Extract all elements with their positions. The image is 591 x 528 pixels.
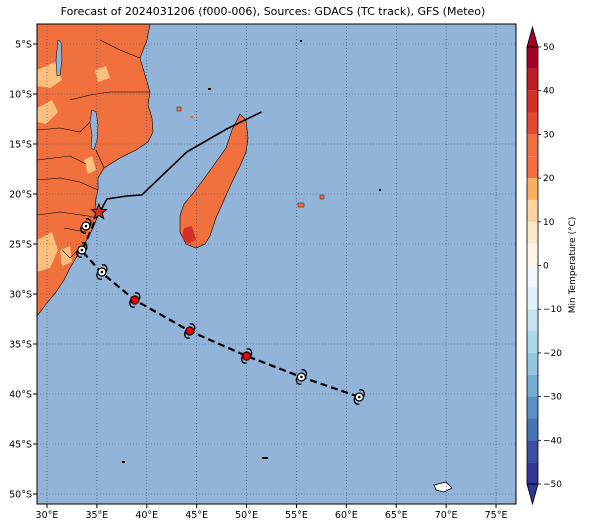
colorbar-band bbox=[527, 47, 538, 69]
lat-tick-label: 15°S bbox=[9, 140, 32, 151]
colorbar-band bbox=[527, 287, 538, 310]
cyclone-symbol-icon bbox=[96, 264, 108, 280]
colorbar-tick-label: 20 bbox=[543, 174, 555, 184]
country-borders bbox=[37, 39, 150, 259]
madagascar-hot-region bbox=[182, 226, 196, 244]
colorbar-band bbox=[527, 221, 538, 244]
colorbar-band bbox=[527, 440, 538, 463]
lon-tick-label: 40°E bbox=[135, 510, 158, 521]
colorbar-tick-label: 0 bbox=[543, 262, 549, 272]
highland-patch bbox=[84, 156, 96, 174]
forecast-track-line bbox=[80, 211, 360, 399]
lat-tick-label: 40°S bbox=[9, 390, 32, 401]
lake-malawi bbox=[89, 109, 99, 151]
lat-tick-label: 10°S bbox=[9, 90, 32, 101]
cyclone-symbol-icon bbox=[76, 242, 88, 258]
colorbar-band bbox=[527, 265, 538, 288]
lon-tick-label: 50°E bbox=[235, 510, 258, 521]
colorbar-band bbox=[527, 418, 538, 441]
colorbar-band bbox=[527, 462, 538, 484]
colorbar-band bbox=[527, 156, 538, 179]
highland-patch bbox=[37, 232, 58, 272]
lon-tick-label: 70°E bbox=[435, 510, 458, 521]
colorbar-min-extension bbox=[526, 483, 539, 506]
island bbox=[176, 106, 182, 112]
lon-tick-label: 75°E bbox=[485, 510, 508, 521]
highland-patch bbox=[37, 100, 58, 124]
lat-tick-label: 35°S bbox=[9, 340, 32, 351]
colorbar-tick-label: 10 bbox=[543, 218, 555, 228]
colorbar-tick-label: 30 bbox=[543, 130, 555, 140]
current-position-star-icon bbox=[90, 202, 108, 220]
island bbox=[190, 116, 193, 118]
lon-tick-label: 45°E bbox=[185, 510, 208, 521]
lon-tick-label: 60°E bbox=[335, 510, 358, 521]
lat-tick-label: 30°S bbox=[9, 290, 32, 301]
lake-tanganyika bbox=[55, 39, 63, 77]
lat-tick-label: 25°S bbox=[9, 240, 32, 251]
map-axes: 5°S 10°S 15°S 20°S 25°S 30°S 35°S 40°S 45°S 50°S 3… bbox=[9, 40, 507, 522]
island bbox=[300, 40, 302, 42]
colorbar-band bbox=[527, 134, 538, 157]
colorbar-band bbox=[527, 90, 538, 113]
past-track-line bbox=[99, 111, 262, 213]
cyclone-symbol-icon bbox=[80, 218, 92, 234]
temperature-colorbar: 50 40 30 20 10 0 −10 −20 −30 −40 −50 bbox=[526, 25, 562, 506]
colorbar-tick-label: 40 bbox=[543, 87, 555, 97]
island bbox=[319, 194, 325, 200]
colorbar-band bbox=[527, 396, 538, 419]
island bbox=[297, 202, 305, 208]
kerguelen-island bbox=[433, 481, 453, 493]
island bbox=[122, 461, 125, 463]
colorbar-band bbox=[527, 68, 538, 91]
lat-tick-label: 50°S bbox=[9, 490, 32, 501]
cyclone-symbol-icon bbox=[184, 323, 196, 339]
colorbar-title: Min Temperature (°C) bbox=[568, 217, 578, 314]
colorbar-tick-label: −40 bbox=[543, 436, 562, 446]
cyclone-symbol-icon bbox=[353, 389, 365, 405]
lat-tick-label: 45°S bbox=[9, 440, 32, 451]
colorbar-tick-label: −20 bbox=[543, 349, 562, 359]
island bbox=[208, 88, 211, 90]
colorbar-band bbox=[527, 374, 538, 397]
lon-tick-label: 35°E bbox=[85, 510, 108, 521]
colorbar-tick-label: 50 bbox=[543, 43, 555, 53]
cyclone-tracks bbox=[76, 111, 365, 405]
colorbar-band bbox=[527, 243, 538, 266]
lon-tick-label: 65°E bbox=[385, 510, 408, 521]
lat-tick-label: 5°S bbox=[15, 40, 32, 51]
map-title: Forecast of 2024031206 (f000-006), Sourc… bbox=[60, 5, 486, 18]
cyclone-symbol-icon bbox=[295, 369, 308, 385]
colorbar-tick-label: −10 bbox=[543, 305, 562, 315]
colorbar-tick-label: −30 bbox=[543, 393, 562, 403]
colorbar-band bbox=[527, 199, 538, 222]
colorbar-max-extension bbox=[526, 25, 539, 48]
highland-patch bbox=[95, 66, 110, 82]
cyclone-symbol-icon bbox=[240, 348, 253, 364]
madagascar-landmass bbox=[179, 113, 249, 249]
lat-tick-label: 20°S bbox=[9, 190, 32, 201]
highland-patch bbox=[37, 62, 62, 88]
colorbar-band bbox=[527, 309, 538, 332]
map-grid bbox=[37, 24, 516, 504]
island bbox=[379, 189, 381, 191]
island bbox=[262, 457, 268, 459]
colorbar-band bbox=[527, 112, 538, 135]
colorbar-band bbox=[527, 352, 538, 375]
colorbar-band bbox=[527, 331, 538, 353]
colorbar-tick-label: −50 bbox=[543, 480, 562, 490]
plot-frame bbox=[36, 23, 517, 505]
lon-tick-label: 30°E bbox=[36, 510, 59, 521]
cyclone-symbol-icon bbox=[129, 292, 141, 308]
colorbar-band bbox=[527, 178, 538, 200]
lon-tick-label: 55°E bbox=[285, 510, 308, 521]
